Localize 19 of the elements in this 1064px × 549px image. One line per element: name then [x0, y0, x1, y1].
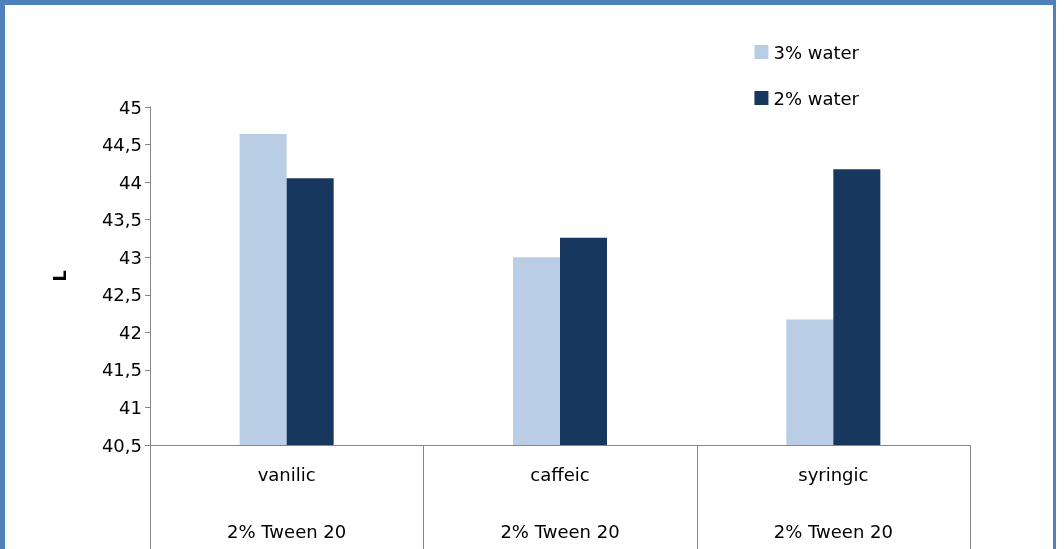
- y-tick-label: 45: [119, 96, 142, 118]
- x-tick-label: caffeic: [530, 463, 590, 485]
- legend-label: 2% water: [773, 87, 860, 109]
- y-axis-title: L: [48, 270, 70, 282]
- y-tick-label: 42,5: [101, 284, 142, 306]
- y-tick-label: 41,5: [101, 359, 142, 381]
- y-tick-label: 41: [119, 396, 142, 418]
- y-tick-label: 40,5: [101, 434, 142, 456]
- text: 2% Tween 20: [773, 520, 893, 542]
- y-tick-label: 44,5: [101, 134, 142, 156]
- y-tick-label: 42: [119, 321, 142, 343]
- x-tick-label: vanilic: [257, 463, 316, 485]
- legend-label: 3% water: [773, 41, 860, 63]
- text: 2% Tween 20: [227, 520, 347, 542]
- y-tick-label: 44: [119, 171, 142, 193]
- y-tick-label: 43,5: [101, 209, 142, 231]
- x-tick-label: syringic: [798, 463, 869, 485]
- text: 2% Tween 20: [500, 520, 620, 542]
- y-tick-label: 43: [119, 246, 142, 268]
